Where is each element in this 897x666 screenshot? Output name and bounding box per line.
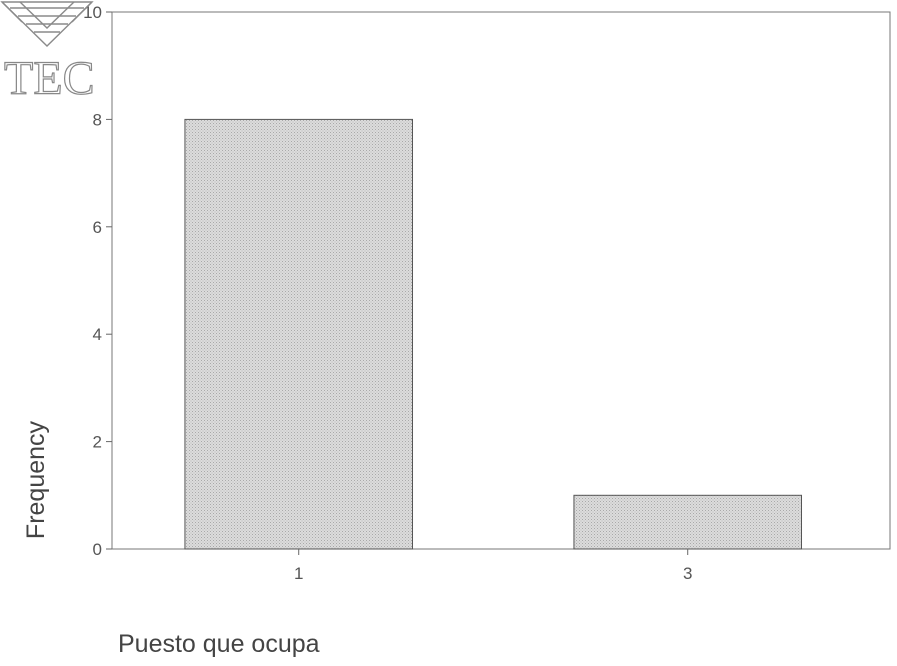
y-axis-title: Frequency [22, 420, 50, 539]
plot-area [111, 11, 891, 550]
x-tick-label: 3 [683, 564, 692, 583]
y-tick-label: 0 [93, 540, 102, 559]
tec-logo-icon: TEC [0, 1, 95, 106]
logo-text: TEC [4, 52, 95, 105]
bars-group [184, 118, 803, 550]
bar-3 [573, 494, 803, 550]
y-tick-label: 10 [83, 3, 102, 22]
bar-1 [184, 118, 414, 550]
x-tick-label: 1 [294, 564, 303, 583]
y-axis: 0 2 4 6 8 10 [83, 3, 112, 559]
x-axis-title: Puesto que ocupa [118, 630, 320, 658]
y-tick-label: 2 [93, 433, 102, 452]
y-tick-label: 6 [93, 218, 102, 237]
y-tick-label: 4 [93, 325, 102, 344]
y-tick-label: 8 [93, 110, 102, 129]
